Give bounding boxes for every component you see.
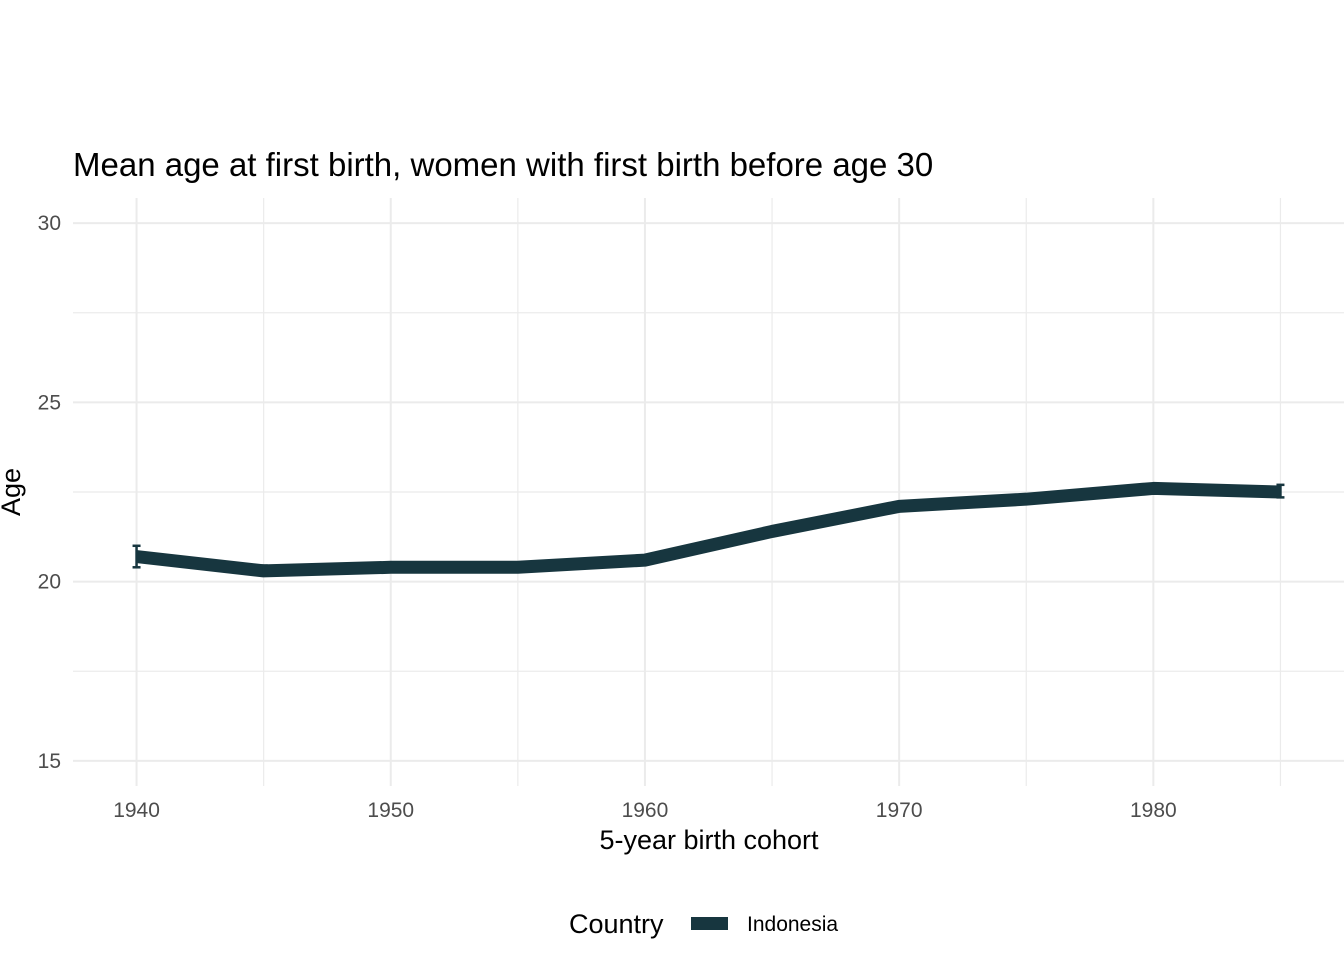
data-point bbox=[1153, 488, 1154, 489]
legend-title: Country bbox=[569, 909, 664, 939]
major-gridlines-y bbox=[73, 222, 1344, 762]
y-tick-label: 15 bbox=[38, 750, 61, 773]
data-point bbox=[517, 567, 518, 568]
error-bar bbox=[132, 544, 141, 569]
data-point bbox=[772, 531, 773, 532]
data-point bbox=[390, 567, 391, 568]
x-axis-title: 5-year birth cohort bbox=[599, 825, 819, 855]
series-line-indonesia bbox=[135, 481, 1281, 578]
data-point bbox=[1026, 499, 1027, 500]
y-tick-label: 25 bbox=[38, 391, 61, 414]
errorbar-layer bbox=[132, 483, 1285, 576]
chart-title: Mean age at first birth, women with firs… bbox=[73, 146, 933, 183]
legend-label-indonesia: Indonesia bbox=[747, 913, 838, 936]
data-point bbox=[899, 506, 900, 507]
x-tick-label: 1940 bbox=[113, 799, 160, 822]
x-tick-label: 1960 bbox=[622, 799, 669, 822]
error-bar bbox=[1276, 483, 1285, 499]
legend: Country Indonesia bbox=[569, 909, 838, 939]
y-tick-label: 30 bbox=[38, 212, 61, 235]
error-bar bbox=[259, 564, 268, 576]
data-point bbox=[644, 560, 645, 561]
x-tick-labels: 1940 1950 1960 1970 1980 bbox=[113, 799, 1177, 822]
y-tick-labels: 15 20 25 30 bbox=[38, 212, 61, 773]
y-axis-title: Age bbox=[0, 468, 26, 516]
x-tick-label: 1980 bbox=[1130, 799, 1177, 822]
legend-key-indonesia bbox=[691, 917, 728, 930]
series-layer bbox=[135, 481, 1281, 578]
x-tick-label: 1970 bbox=[876, 799, 923, 822]
x-tick-label: 1950 bbox=[367, 799, 414, 822]
y-tick-label: 20 bbox=[38, 571, 61, 594]
